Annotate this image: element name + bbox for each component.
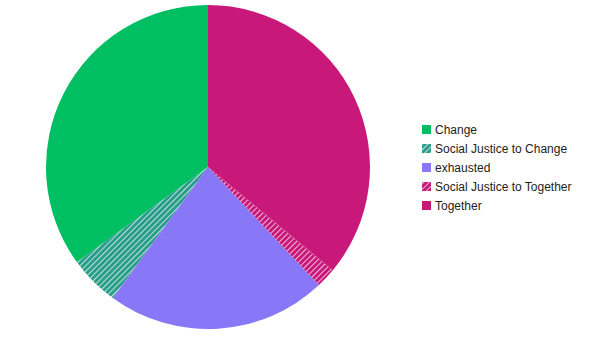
legend-label: Change [435,123,477,137]
legend-label: Together [435,199,482,213]
pie-slice[interactable] [208,5,370,270]
pie-chart: Change Social Justice to Change exhausted S… [0,0,599,337]
legend: Change Social Justice to Change exhausted S… [422,123,572,213]
chart-container: Change Social Justice to Change exhausted S… [0,0,599,337]
slices [46,5,370,329]
legend-swatch [422,201,431,210]
legend-swatch [422,182,431,191]
legend-label: exhausted [435,161,490,175]
legend-swatch [422,144,431,153]
legend-label: Social Justice to Change [435,142,567,156]
legend-label: Social Justice to Together [435,180,572,194]
legend-swatch [422,125,431,134]
legend-swatch [422,163,431,172]
